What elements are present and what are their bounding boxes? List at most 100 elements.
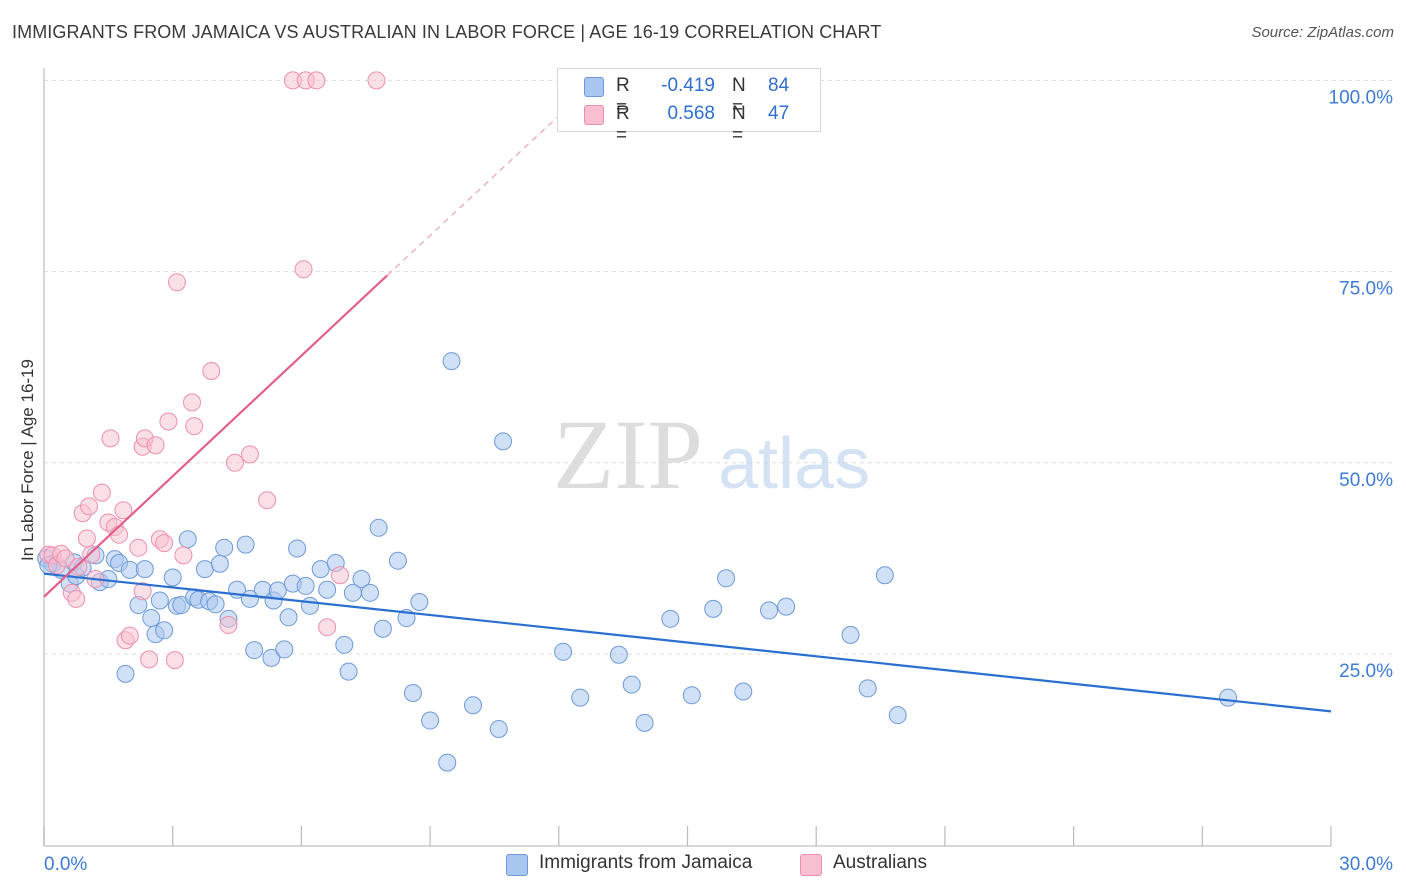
x-tick-label: 30.0% — [1339, 854, 1393, 875]
australians-point — [155, 534, 174, 553]
jamaica-point — [361, 583, 380, 602]
jamaica-trend-line — [43, 572, 1332, 713]
jamaica-point — [210, 554, 229, 573]
jamaica-point — [373, 619, 392, 638]
australians-point — [114, 501, 133, 520]
jamaica-point — [494, 432, 513, 451]
australians-point — [110, 525, 129, 544]
australians-point — [159, 412, 178, 431]
grid-lines — [44, 79, 1394, 655]
jamaica-point — [875, 566, 894, 585]
australians-point — [307, 71, 326, 90]
australians-point — [202, 362, 221, 381]
australians-point — [129, 538, 148, 557]
australians-point — [367, 71, 386, 90]
n-value: 84 — [768, 75, 790, 96]
jamaica-point — [339, 662, 358, 681]
australians-point — [225, 453, 244, 472]
trend-lines — [43, 91, 1332, 713]
jamaica-point — [163, 568, 182, 587]
jamaica-point — [403, 684, 422, 703]
n-label: N = — [732, 75, 746, 118]
jamaica-point — [215, 538, 234, 557]
stats-legend: R = -0.419 N = 84 R = 0.568 N = 47 — [557, 68, 821, 146]
jamaica-point — [206, 595, 225, 614]
r-label: R = — [616, 103, 630, 146]
jamaica-point — [635, 713, 654, 732]
jamaica-point — [335, 635, 354, 654]
source-label: Source: ZipAtlas.com — [1251, 24, 1394, 41]
jamaica-point — [717, 569, 736, 588]
jamaica-swatch — [584, 77, 604, 97]
jamaica-legend-label: Immigrants from Jamaica — [539, 852, 753, 873]
australians-legend-label: Australians — [833, 852, 927, 873]
jamaica-point — [288, 539, 307, 558]
australians-point — [56, 549, 75, 568]
jamaica-point — [296, 576, 315, 595]
australians-point — [120, 626, 139, 645]
jamaica-point — [116, 664, 135, 683]
australians-point — [80, 497, 99, 516]
australians-point — [133, 582, 152, 601]
jamaica-point — [135, 560, 154, 579]
jamaica-point — [178, 530, 197, 549]
jamaica-point — [489, 719, 508, 738]
watermark-zip: ZIP — [553, 399, 703, 510]
chart-title: IMMIGRANTS FROM JAMAICA VS AUSTRALIAN IN… — [12, 22, 882, 42]
jamaica-point — [888, 706, 907, 725]
jamaica-point — [300, 596, 319, 615]
watermark-atlas: atlas — [718, 424, 870, 504]
australians-point — [183, 393, 202, 412]
jamaica-point — [858, 679, 877, 698]
australians-trend-line — [43, 274, 388, 598]
n-label: N = — [732, 103, 746, 146]
y-tick-label: 25.0% — [1339, 661, 1393, 682]
australians-point — [185, 417, 204, 436]
australians-point — [165, 651, 184, 670]
jamaica-point — [318, 580, 337, 599]
jamaica-point — [236, 535, 255, 554]
r-value: -0.419 — [661, 75, 715, 96]
australians-point — [82, 545, 101, 564]
jamaica-point — [438, 753, 457, 772]
jamaica-point — [279, 608, 298, 627]
jamaica-point — [442, 352, 461, 371]
australians-point — [146, 436, 165, 455]
axes — [43, 68, 1332, 847]
x-tick-label: 0.0% — [44, 854, 87, 875]
jamaica-legend-swatch — [506, 854, 528, 876]
jamaica-point — [1219, 688, 1238, 707]
australians-point — [67, 589, 86, 608]
r-label: R = — [616, 75, 630, 118]
n-value: 47 — [768, 103, 790, 124]
jamaica-point — [760, 601, 779, 620]
r-value: 0.568 — [667, 103, 715, 124]
jamaica-point — [275, 640, 294, 659]
australians-trend-extension — [386, 91, 585, 276]
australians-point — [240, 445, 259, 464]
australians-point — [294, 260, 313, 279]
jamaica-point — [841, 625, 860, 644]
jamaica-point — [142, 609, 161, 628]
y-tick-label: 100.0% — [1329, 87, 1394, 108]
australians-point — [331, 566, 350, 585]
jamaica-point — [388, 551, 407, 570]
jamaica-point — [609, 645, 628, 664]
jamaica-point — [195, 560, 214, 579]
australians-point — [92, 483, 111, 502]
australians-point — [174, 546, 193, 565]
y-tick-label: 75.0% — [1339, 279, 1393, 300]
jamaica-point — [311, 560, 330, 579]
australians-point — [258, 491, 277, 510]
jamaica-point — [661, 609, 680, 628]
australians-points — [39, 71, 386, 670]
australians-point — [77, 529, 96, 548]
jamaica-point — [155, 621, 174, 640]
australians-swatch — [584, 105, 604, 125]
jamaica-point — [622, 675, 641, 694]
jamaica-point — [554, 642, 573, 661]
australians-point — [69, 557, 88, 576]
australians-point — [101, 429, 120, 448]
jamaica-point — [268, 581, 287, 600]
